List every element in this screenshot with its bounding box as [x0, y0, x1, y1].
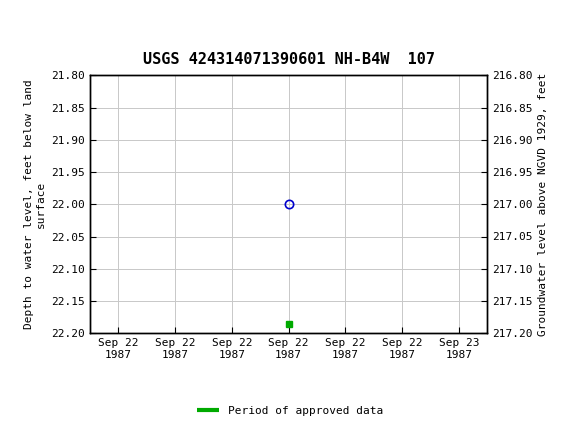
Y-axis label: Depth to water level, feet below land
surface: Depth to water level, feet below land su…	[24, 80, 46, 329]
Legend: Period of approved data: Period of approved data	[193, 401, 387, 420]
Title: USGS 424314071390601 NH-B4W  107: USGS 424314071390601 NH-B4W 107	[143, 52, 434, 67]
Y-axis label: Groundwater level above NGVD 1929, feet: Groundwater level above NGVD 1929, feet	[538, 73, 548, 336]
Text: ≡USGS: ≡USGS	[7, 12, 61, 31]
